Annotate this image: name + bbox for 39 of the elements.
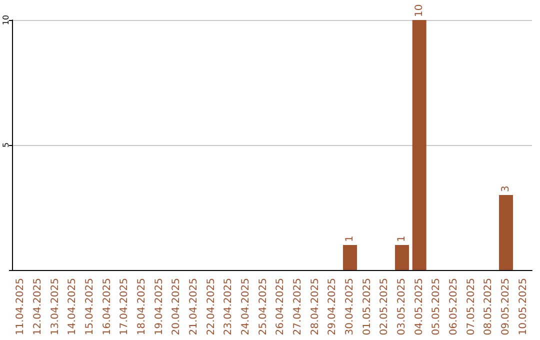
x-tick-label: 07.05.2025: [466, 278, 477, 336]
x-tick-label: 17.04.2025: [119, 278, 130, 336]
bar: [412, 20, 426, 270]
y-tick-label: 5: [2, 142, 10, 148]
x-tick-label: 15.04.2025: [84, 278, 96, 336]
bar: [343, 245, 357, 270]
x-tick-label: 19.04.2025: [154, 278, 165, 336]
x-tick-label: 28.04.2025: [310, 278, 321, 336]
x-tick-label: 23.04.2025: [223, 278, 234, 336]
x-tick-label: 24.04.2025: [240, 278, 252, 336]
x-tick-label: 02.05.2025: [379, 278, 390, 336]
x-tick-label: 01.05.2025: [362, 278, 373, 336]
data-label: 1: [344, 236, 356, 242]
x-tick-label: 26.04.2025: [275, 278, 286, 336]
x-tick-label: 21.04.2025: [188, 278, 200, 336]
x-tick-label: 12.04.2025: [32, 278, 44, 336]
x-tick-label: 25.04.2025: [258, 278, 269, 336]
data-label: 1: [396, 236, 408, 242]
x-tick-label: 10.05.2025: [518, 278, 529, 336]
x-tick-label: 18.04.2025: [136, 278, 148, 336]
x-tick-label: 03.05.2025: [396, 278, 408, 336]
x-tick-label: 22.04.2025: [206, 278, 217, 336]
x-tick-label: 30.04.2025: [344, 278, 356, 336]
data-label: 10: [414, 4, 425, 17]
x-tick-label: 14.04.2025: [67, 278, 78, 336]
data-label: 3: [500, 186, 512, 192]
x-tick-label: 04.05.2025: [414, 278, 425, 336]
bar: [499, 195, 513, 270]
x-tick-label: 11.04.2025: [15, 278, 26, 336]
x-tick-label: 08.05.2025: [483, 278, 494, 336]
x-tick-label: 05.05.2025: [431, 278, 442, 336]
x-tick-label: 29.04.2025: [327, 278, 338, 336]
x-tick-label: 09.05.2025: [500, 278, 512, 336]
x-tick-label: 27.04.2025: [292, 278, 304, 336]
x-tick-label: 20.04.2025: [171, 278, 182, 336]
x-tick-label: 06.05.2025: [448, 278, 460, 336]
bar: [395, 245, 409, 270]
x-tick-label: 16.04.2025: [102, 278, 113, 336]
x-tick-label: 13.04.2025: [50, 278, 61, 336]
